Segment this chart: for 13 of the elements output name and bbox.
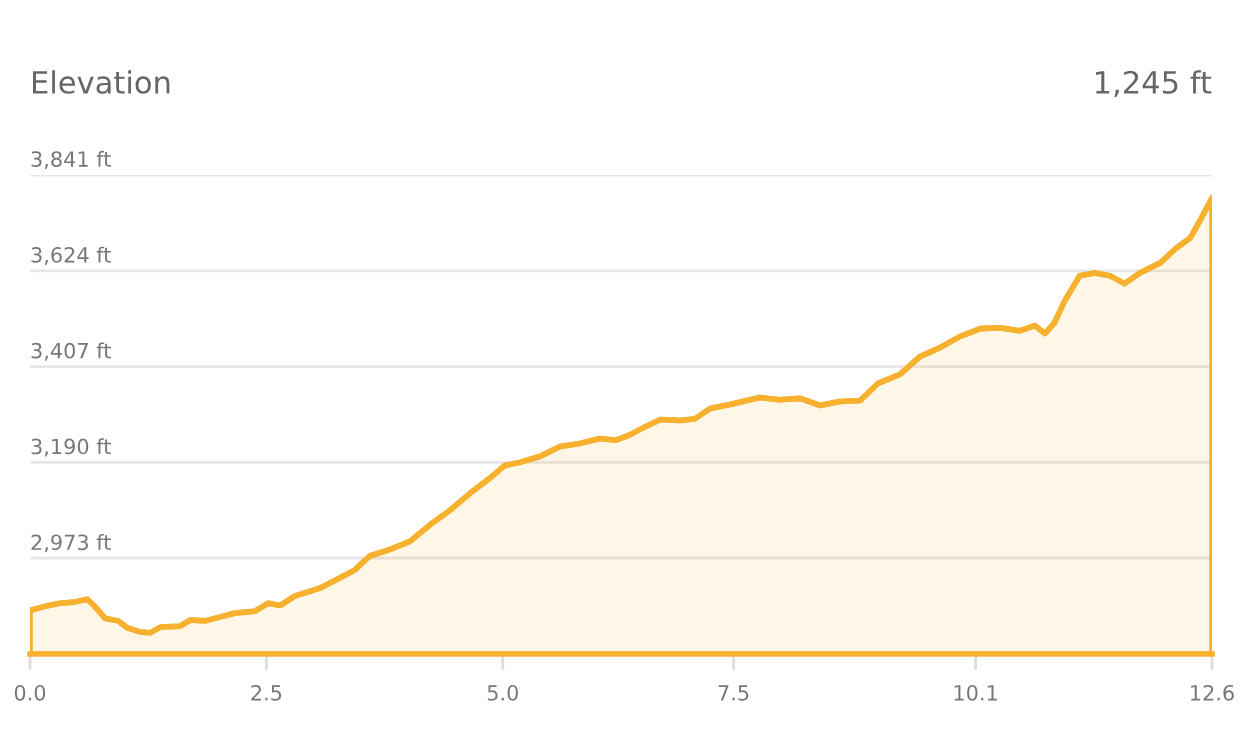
x-tick-label: 5.0 xyxy=(487,684,518,701)
y-tick-label: 3,841 ft xyxy=(31,150,111,170)
x-tick-label: 7.5 xyxy=(718,685,749,701)
y-tick-label: 3,190 ft xyxy=(31,438,111,457)
y-tick-label: 2,973 ft xyxy=(31,534,111,553)
text: 1,245 ft xyxy=(1095,70,1212,97)
x-tick-label: 10.1 xyxy=(954,684,997,701)
x-tick-label: 2.5 xyxy=(251,684,282,701)
y-tick-label: 3,407 ft xyxy=(31,342,111,361)
x-tick-label: 12.6 xyxy=(1191,684,1234,701)
y-tick-label: 3,624 ft xyxy=(31,246,111,265)
x-tick-label: 0.0 xyxy=(14,684,46,701)
chart-title: Elevation xyxy=(33,70,170,94)
